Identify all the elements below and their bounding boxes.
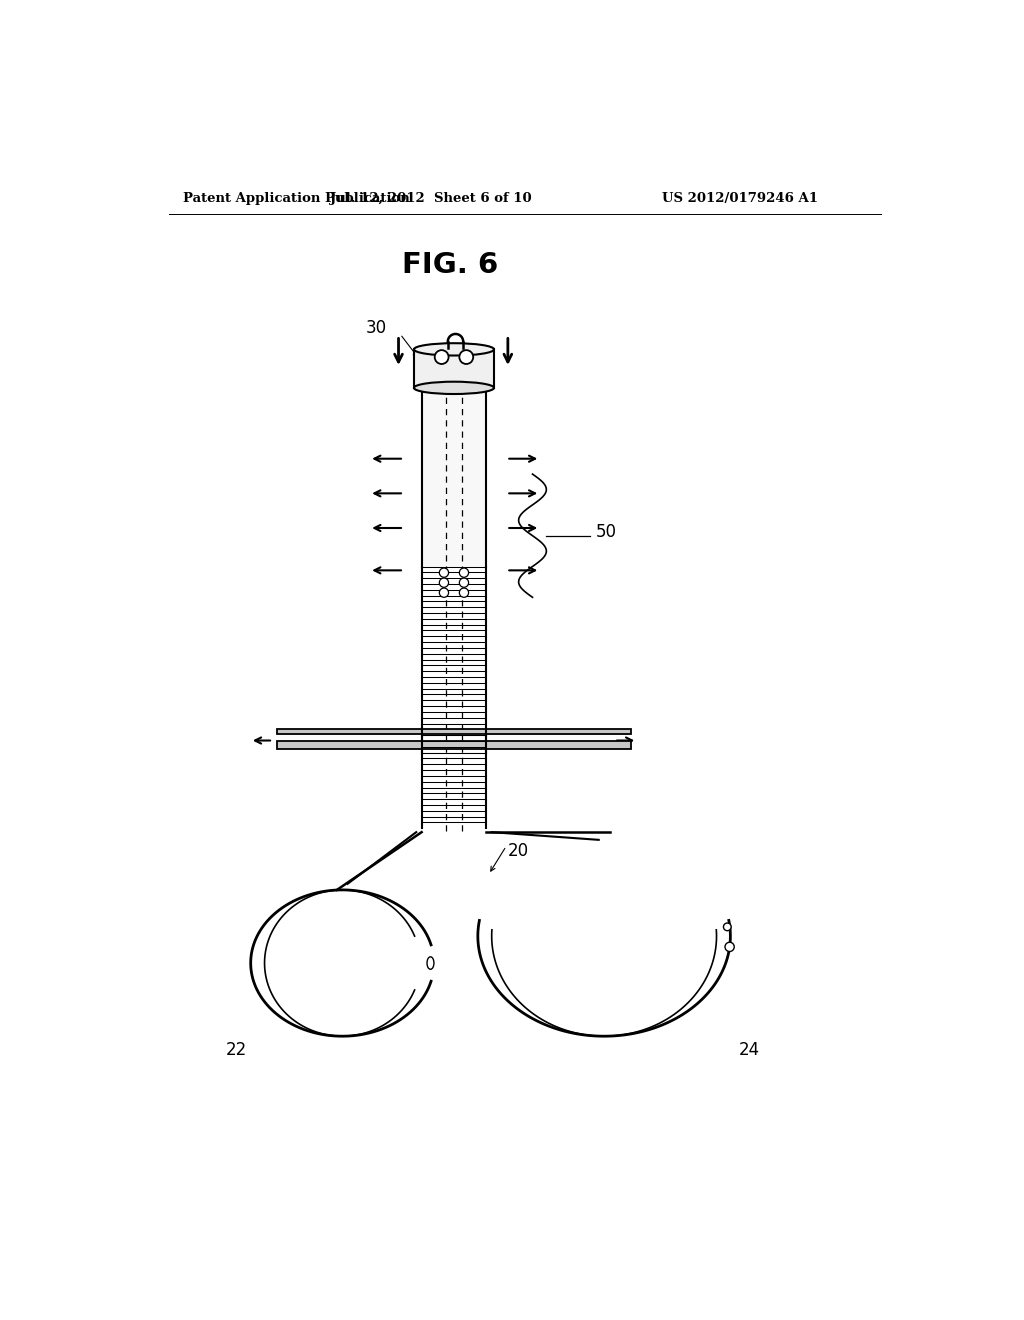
Circle shape <box>439 568 449 577</box>
Ellipse shape <box>427 957 434 969</box>
Text: FIG. 6: FIG. 6 <box>402 251 499 279</box>
Ellipse shape <box>414 381 494 395</box>
Text: US 2012/0179246 A1: US 2012/0179246 A1 <box>662 191 818 205</box>
Circle shape <box>460 578 469 587</box>
Circle shape <box>460 568 469 577</box>
Circle shape <box>439 578 449 587</box>
Circle shape <box>439 589 449 598</box>
Circle shape <box>460 350 473 364</box>
Text: 22: 22 <box>225 1041 247 1059</box>
Text: 24: 24 <box>739 1041 760 1059</box>
Text: 20: 20 <box>508 842 529 861</box>
Circle shape <box>435 350 449 364</box>
Text: 30: 30 <box>366 319 387 337</box>
Text: Patent Application Publication: Patent Application Publication <box>183 191 410 205</box>
Circle shape <box>460 589 469 598</box>
Bar <box>414 350 494 388</box>
Circle shape <box>724 923 731 931</box>
Text: Jul. 12, 2012  Sheet 6 of 10: Jul. 12, 2012 Sheet 6 of 10 <box>330 191 531 205</box>
Bar <box>276 729 631 734</box>
Ellipse shape <box>414 343 494 355</box>
Circle shape <box>725 942 734 952</box>
Bar <box>276 742 631 748</box>
Bar <box>422 388 485 566</box>
Text: 50: 50 <box>596 523 616 541</box>
